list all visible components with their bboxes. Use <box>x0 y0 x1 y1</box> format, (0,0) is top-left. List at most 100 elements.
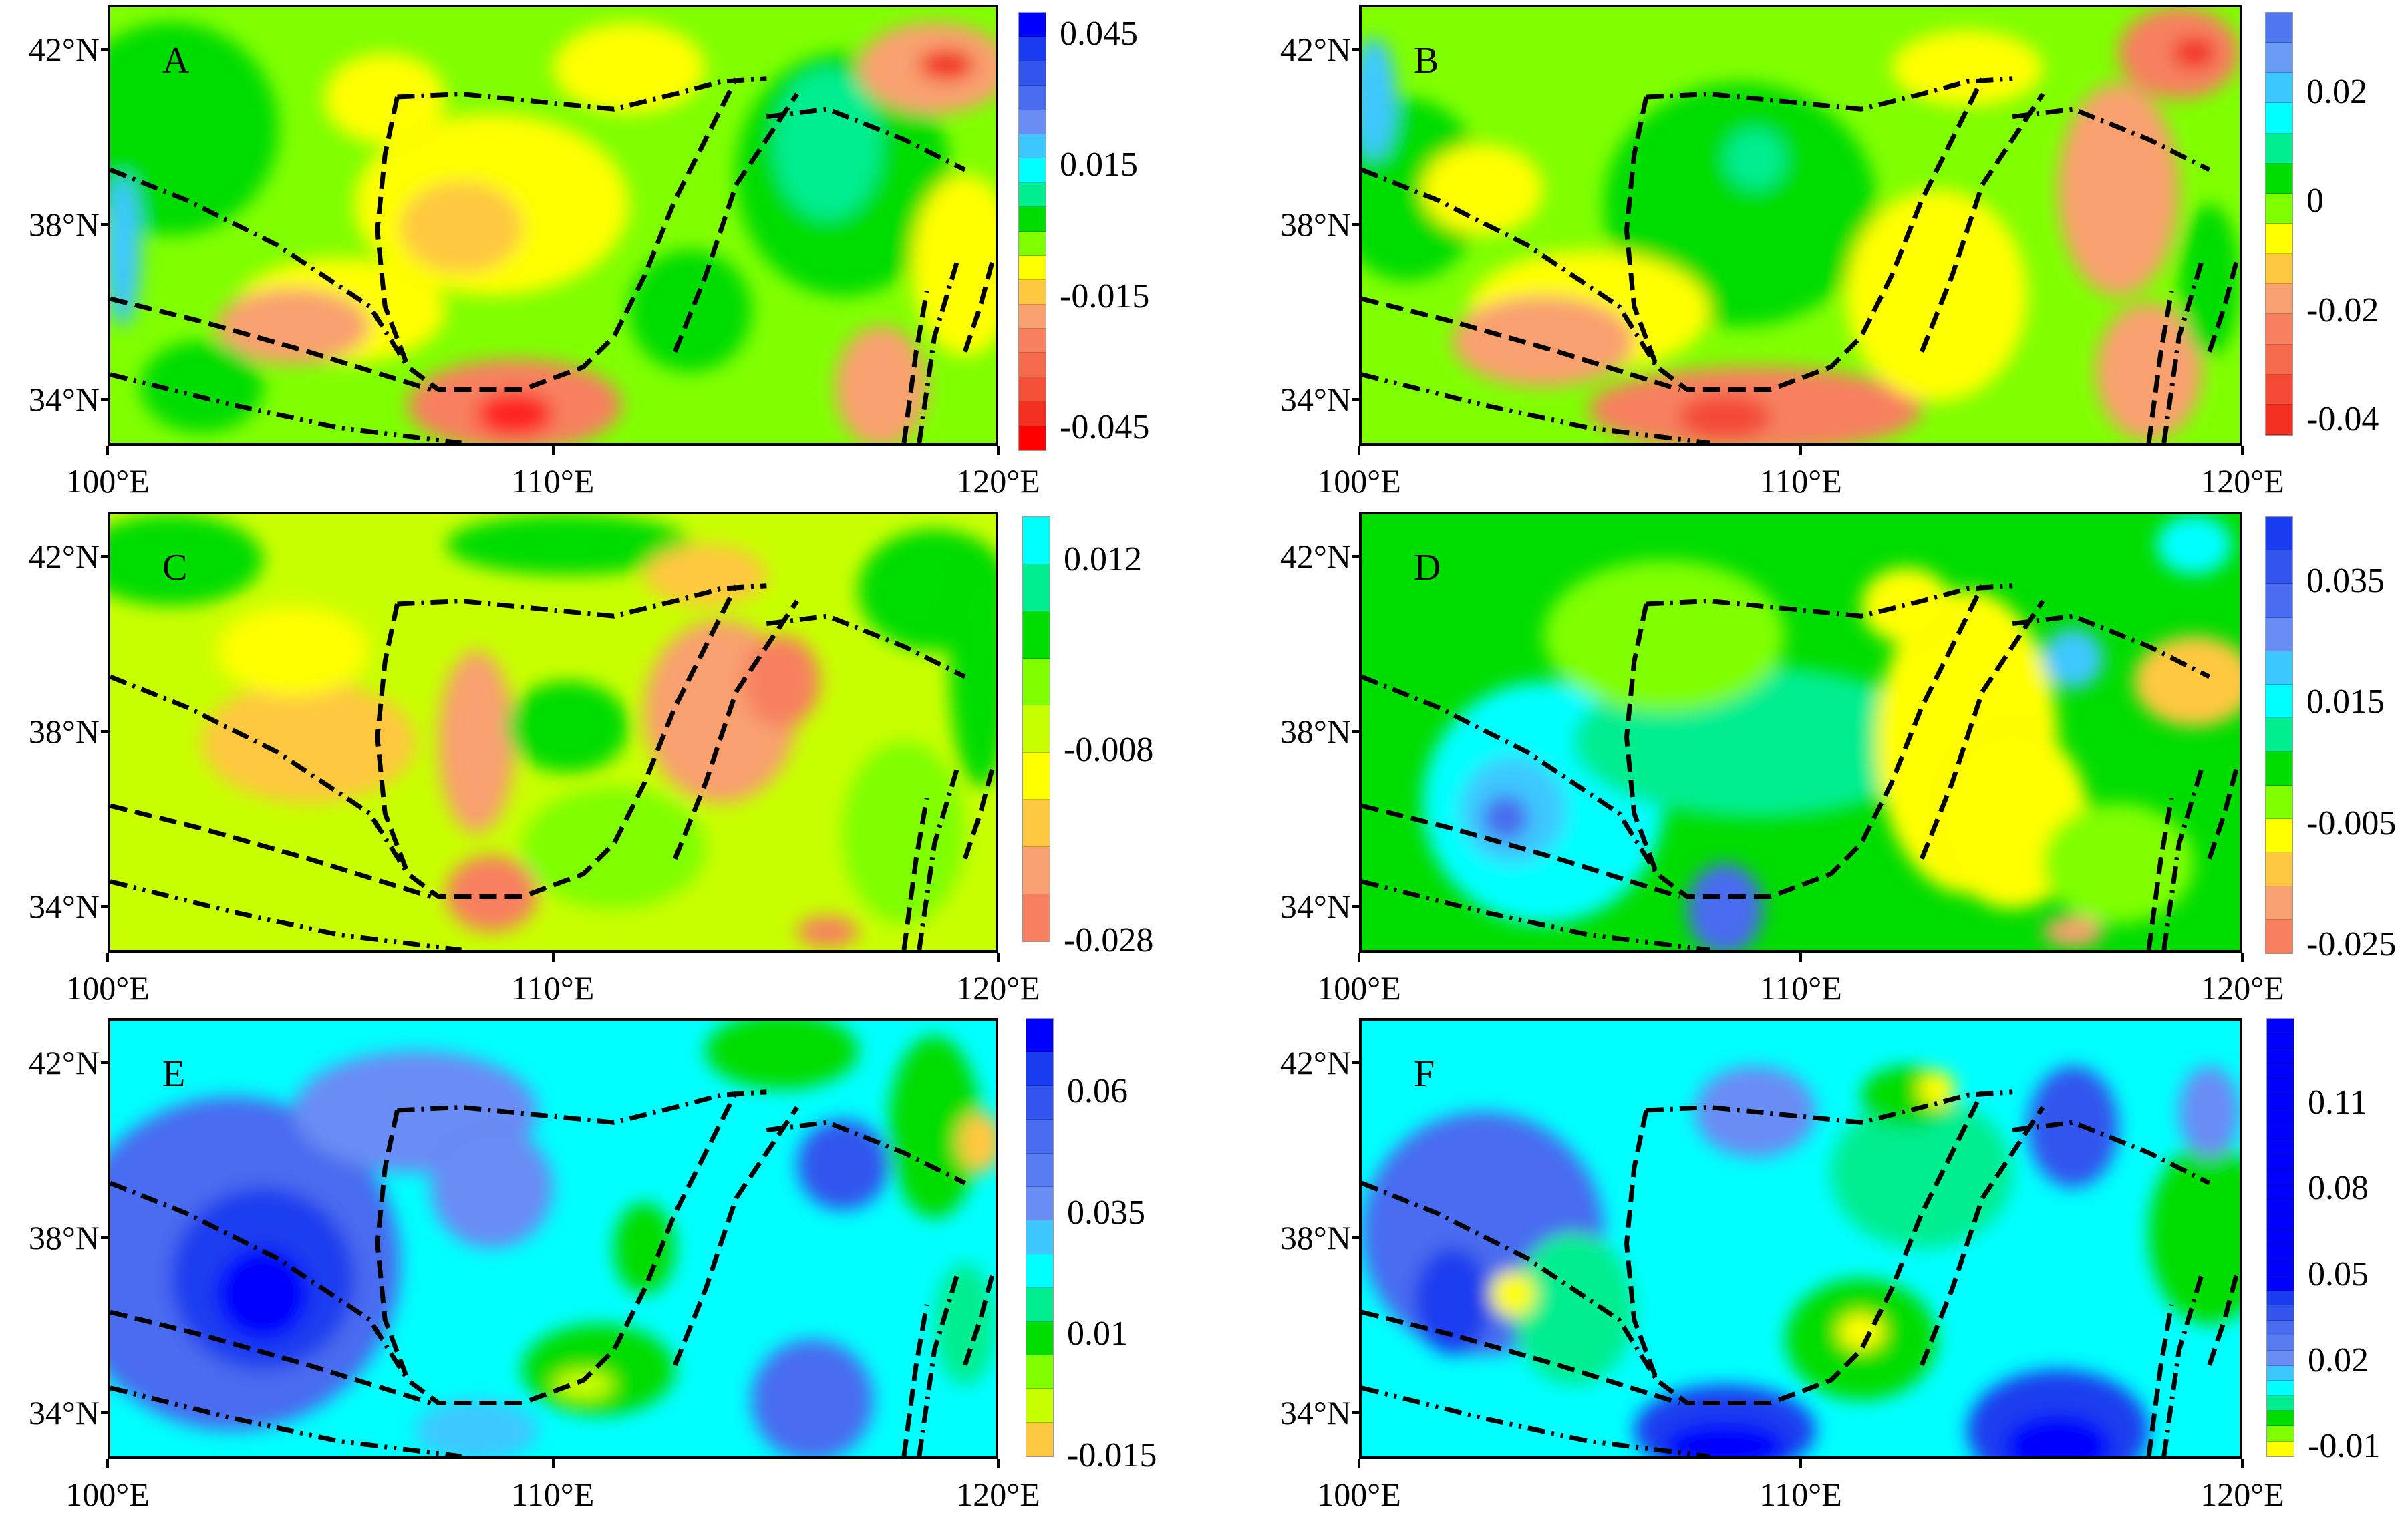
colorbar-swatch <box>2266 886 2292 920</box>
y-tick-mark <box>1352 729 1359 733</box>
fault-line <box>2012 1122 2210 1183</box>
colorbar-swatch <box>2266 404 2292 435</box>
contour-field-f <box>1362 1065 2240 1456</box>
colorbar-swatch <box>1026 1019 1053 1053</box>
colorbar-swatch <box>2267 1230 2294 1245</box>
colorbar-swatch <box>2267 1033 2294 1049</box>
fault-line <box>2210 768 2237 858</box>
colorbar-swatch <box>1019 353 1046 377</box>
x-tick-label: 110°E <box>1759 462 1842 500</box>
contour-region <box>751 1339 874 1456</box>
colorbar-swatch <box>1023 705 1050 753</box>
contour-region <box>774 67 882 220</box>
colorbar-swatch <box>2267 1154 2294 1170</box>
x-tick-mark <box>106 1459 109 1468</box>
contour-region <box>110 514 263 606</box>
colorbar-swatch <box>2267 1063 2294 1079</box>
contour-region <box>506 681 630 773</box>
contour-region <box>835 325 927 443</box>
contour-region <box>2178 1065 2240 1158</box>
contour-region <box>2172 37 2216 69</box>
contour-region <box>323 52 447 144</box>
contour-region <box>1543 559 1786 712</box>
colorbar-swatch <box>2266 13 2292 43</box>
x-tick-mark <box>1799 446 1802 455</box>
contour-region <box>438 651 515 834</box>
contour-field-d <box>1362 514 2240 950</box>
colorbar-label: -0.015 <box>1060 277 1150 315</box>
x-tick-mark <box>1358 1459 1360 1468</box>
colorbar-label: 0 <box>2306 182 2324 220</box>
fault-line <box>2210 261 2237 351</box>
colorbar-swatch <box>2267 1169 2294 1185</box>
contour-region <box>2043 627 2104 689</box>
colorbar-swatch <box>1019 158 1046 183</box>
y-tick-label: 34°N <box>28 380 100 418</box>
fault-line <box>397 1092 766 1122</box>
fault-line <box>1362 806 1680 896</box>
fault-line <box>766 616 965 677</box>
contour-region <box>1724 128 1786 190</box>
colorbar-swatch <box>2267 1139 2294 1155</box>
x-tick-mark <box>1799 953 1802 962</box>
y-tick-label: 38°N <box>28 1218 100 1256</box>
y-tick-mark <box>101 554 108 558</box>
colorbar-swatch <box>1019 182 1046 208</box>
contour-region <box>2057 83 2179 297</box>
contour-region <box>1686 863 1763 950</box>
colorbar-label: -0.005 <box>2306 804 2397 842</box>
colorbar-swatch <box>2267 1381 2294 1396</box>
y-tick-label: 42°N <box>1280 537 1351 575</box>
colorbar-label: -0.025 <box>2306 925 2397 964</box>
colorbar-swatch <box>2267 1094 2294 1110</box>
map-panel-c: C <box>108 512 998 953</box>
colorbar-swatch <box>2267 1214 2294 1230</box>
colorbar-swatch <box>2266 785 2292 820</box>
y-tick-mark <box>101 47 108 51</box>
contour-region <box>1604 83 1877 327</box>
colorbar-swatch <box>2266 852 2292 886</box>
colorbar-b <box>2265 12 2293 436</box>
x-tick-mark <box>1358 953 1360 962</box>
colorbar-swatch <box>2266 163 2292 194</box>
fault-line <box>1362 1312 1680 1403</box>
x-tick-mark <box>551 953 555 962</box>
y-tick-mark <box>1352 397 1359 401</box>
fault-line <box>1646 1092 2012 1122</box>
fault-line <box>675 601 797 858</box>
colorbar-label: 0.02 <box>2306 73 2367 112</box>
contour-region <box>2027 1065 2119 1188</box>
colorbar-swatch <box>2266 718 2292 752</box>
y-tick-label: 38°N <box>1280 205 1351 243</box>
fault-line <box>2164 261 2202 443</box>
colorbar-swatch <box>1023 846 1050 894</box>
colorbar-swatch <box>1019 86 1046 110</box>
x-tick-label: 110°E <box>1759 969 1842 1007</box>
y-tick-label: 38°N <box>1280 712 1351 750</box>
fault-line <box>1362 299 1680 389</box>
colorbar-swatch <box>2266 617 2292 651</box>
panel-label-d: D <box>1414 547 1441 589</box>
x-tick-label: 110°E <box>511 462 595 500</box>
colorbar-swatch <box>2267 1200 2294 1215</box>
colorbar-label: 0.015 <box>2306 683 2385 721</box>
colorbar-swatch <box>2267 1184 2294 1200</box>
colorbar-swatch <box>2266 73 2292 104</box>
colorbar-a <box>1018 12 1046 451</box>
colorbar-swatch <box>1026 1254 1053 1289</box>
panel-label-b: B <box>1414 40 1439 81</box>
colorbar-e <box>1026 1018 1054 1457</box>
fault-line <box>1646 79 2012 109</box>
contour-region <box>1664 1422 1786 1456</box>
colorbar-swatch <box>1023 894 1050 942</box>
contour-region <box>1414 1248 1491 1355</box>
contour-region <box>2043 916 2104 947</box>
contour-region <box>796 916 859 947</box>
colorbar-swatch <box>1023 752 1050 800</box>
fault-line <box>904 798 927 950</box>
fault-line <box>2210 1274 2237 1365</box>
contour-region <box>2148 1142 2240 1325</box>
colorbar-swatch <box>1019 280 1046 305</box>
contour-field-c <box>110 514 996 950</box>
colorbar-label: 0.015 <box>1060 146 1138 184</box>
